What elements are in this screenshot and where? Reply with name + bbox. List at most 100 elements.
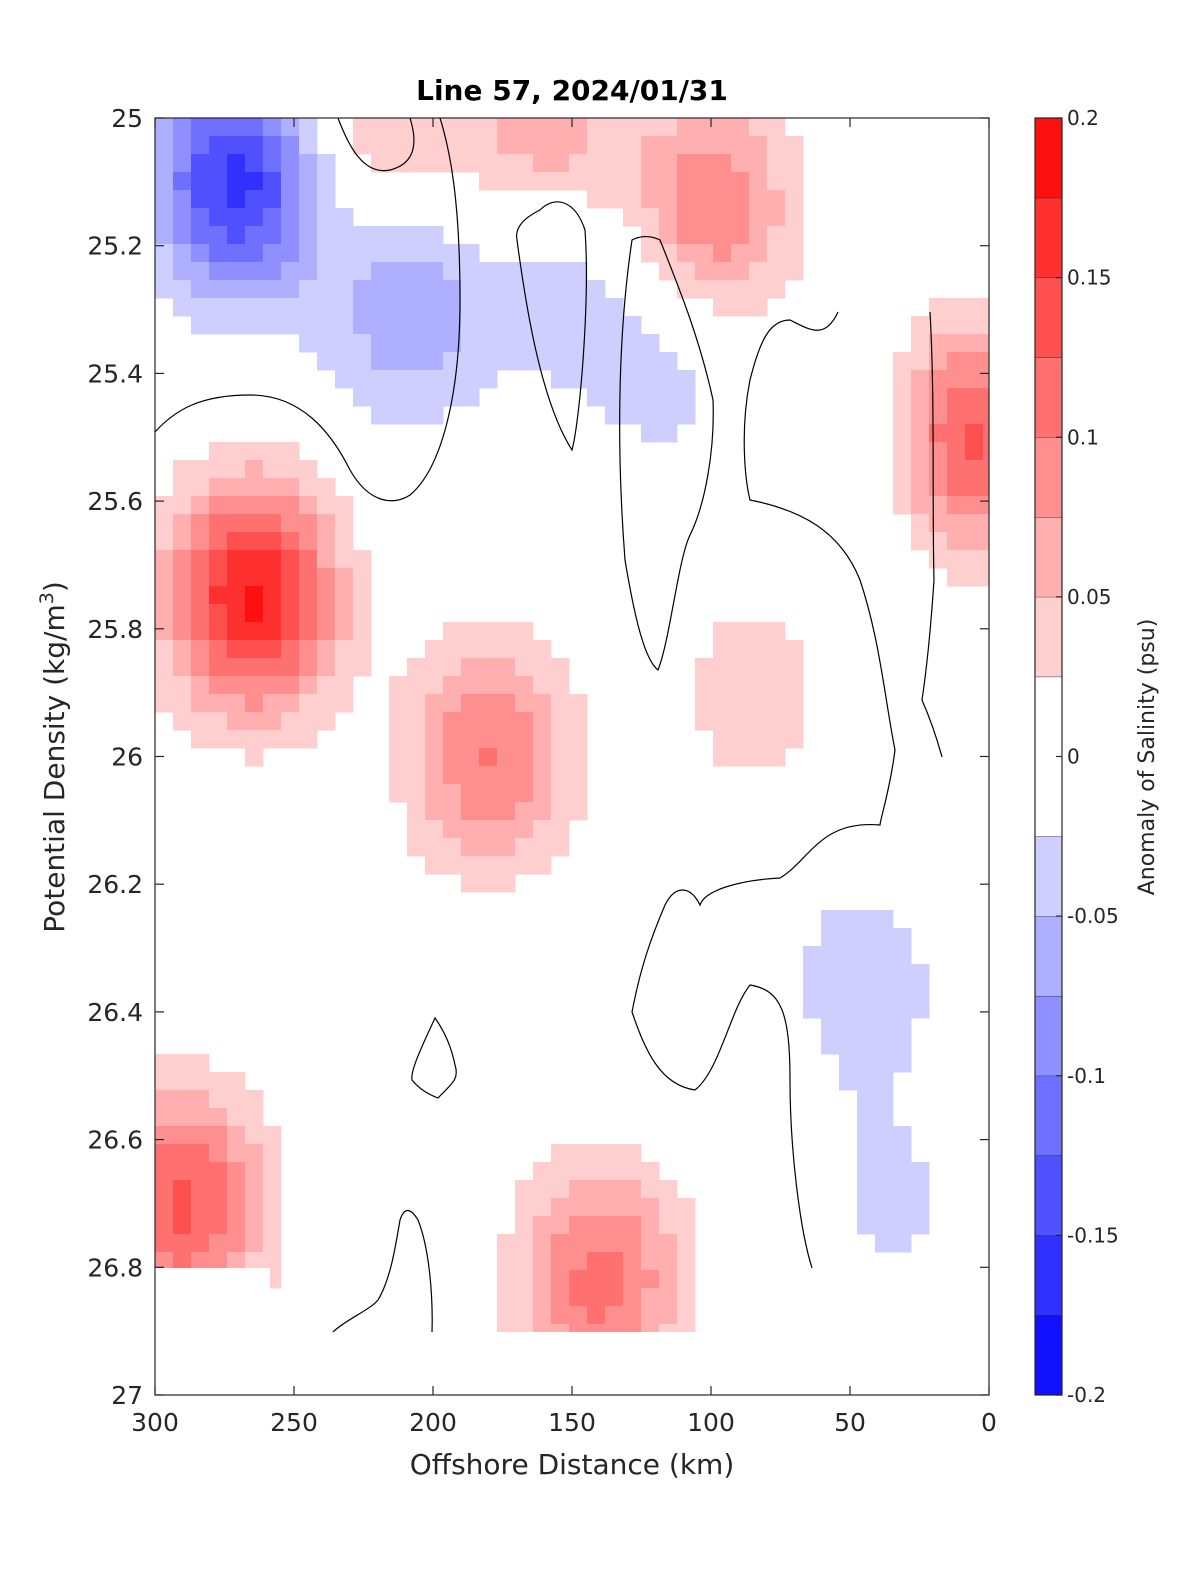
fill-cell <box>785 244 804 263</box>
fill-cell <box>479 838 498 857</box>
x-tick-label: 200 <box>409 1408 457 1437</box>
fill-cell <box>209 280 228 299</box>
fill-cell <box>947 406 966 425</box>
fill-cell <box>263 568 282 587</box>
fill-cell <box>749 748 768 767</box>
fill-cell <box>263 496 282 515</box>
fill-cell <box>191 730 210 749</box>
colorbar-segment <box>1035 197 1062 278</box>
fill-cell <box>533 262 552 281</box>
no-data-mask <box>155 1268 989 1395</box>
fill-cell <box>407 370 426 389</box>
fill-cell <box>911 1198 930 1217</box>
fill-cell <box>191 694 210 713</box>
fill-cell <box>443 766 462 785</box>
fill-cell <box>155 226 174 245</box>
fill-cell <box>191 586 210 605</box>
fill-cell <box>587 118 606 137</box>
fill-cell <box>209 442 228 461</box>
fill-cell <box>389 316 408 335</box>
fill-cell <box>155 1180 174 1199</box>
colorbar-segment <box>1035 1075 1062 1156</box>
fill-cell <box>353 658 372 677</box>
fill-cell <box>587 1288 606 1307</box>
fill-cell <box>677 1306 696 1325</box>
fill-cell <box>389 136 408 155</box>
fill-cell <box>497 316 516 335</box>
fill-cell <box>209 658 228 677</box>
fill-cell <box>605 1216 624 1235</box>
fill-cell <box>551 280 570 299</box>
fill-cell <box>425 136 444 155</box>
fill-cell <box>245 280 264 299</box>
fill-cell <box>551 298 570 317</box>
fill-cell <box>155 262 174 281</box>
fill-cell <box>659 1216 678 1235</box>
fill-cell <box>461 280 480 299</box>
fill-cell <box>731 262 750 281</box>
fill-cell <box>659 388 678 407</box>
fill-cell <box>245 1234 264 1253</box>
fill-cell <box>659 208 678 227</box>
fill-cell <box>173 118 192 137</box>
fill-cell <box>317 694 336 713</box>
fill-cell <box>317 586 336 605</box>
fill-cell <box>893 424 912 443</box>
fill-cell <box>389 712 408 731</box>
fill-cell <box>497 262 516 281</box>
fill-cell <box>281 568 300 587</box>
fill-cell <box>875 1180 894 1199</box>
fill-cell <box>299 712 318 731</box>
fill-cell <box>407 244 426 263</box>
fill-cell <box>155 136 174 155</box>
fill-cell <box>389 370 408 389</box>
fill-cell <box>929 388 948 407</box>
fill-cell <box>389 730 408 749</box>
fill-cell <box>461 316 480 335</box>
fill-cell <box>497 802 516 821</box>
fill-cell <box>569 766 588 785</box>
fill-cell <box>929 352 948 371</box>
colorbar-tick-label: 0.05 <box>1067 585 1112 609</box>
fill-cell <box>299 226 318 245</box>
fill-cell <box>425 766 444 785</box>
fill-cell <box>497 172 516 191</box>
fill-cell <box>227 658 246 677</box>
fill-cell <box>605 316 624 335</box>
fill-cell <box>191 1054 210 1073</box>
fill-cell <box>551 1180 570 1199</box>
fill-cell <box>227 514 246 533</box>
fill-cell <box>227 244 246 263</box>
fill-cell <box>245 1198 264 1217</box>
fill-cell <box>983 478 989 497</box>
fill-cell <box>443 118 462 137</box>
fill-cell <box>461 874 480 893</box>
fill-cell <box>389 748 408 767</box>
fill-cell <box>245 118 264 137</box>
fill-cell <box>569 802 588 821</box>
fill-cell <box>983 334 989 353</box>
fill-cell <box>659 370 678 389</box>
colorbar-tick-label: -0.2 <box>1067 1383 1106 1407</box>
fill-cell <box>731 694 750 713</box>
fill-cell <box>209 262 228 281</box>
fill-cell <box>929 316 948 335</box>
fill-cell <box>875 1072 894 1091</box>
fill-cell <box>227 1234 246 1253</box>
fill-cell <box>659 154 678 173</box>
fill-cell <box>245 1108 264 1127</box>
fill-cell <box>191 1252 210 1271</box>
fill-cell <box>965 460 984 479</box>
fill-cell <box>515 352 534 371</box>
fill-cell <box>245 514 264 533</box>
fill-cell <box>317 352 336 371</box>
fill-cell <box>983 460 989 479</box>
fill-cell <box>335 262 354 281</box>
fill-cell <box>497 136 516 155</box>
fill-cell <box>155 640 174 659</box>
fill-cell <box>875 1018 894 1037</box>
fill-cell <box>281 658 300 677</box>
fill-cell <box>209 622 228 641</box>
fill-cell <box>209 604 228 623</box>
fill-cell <box>659 352 678 371</box>
